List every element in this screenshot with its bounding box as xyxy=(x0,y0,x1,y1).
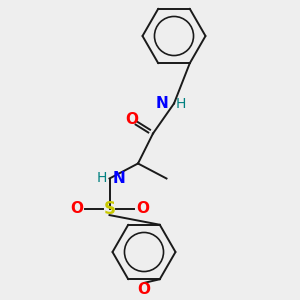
Text: O: O xyxy=(125,112,138,128)
Text: N: N xyxy=(156,96,169,111)
Text: H: H xyxy=(97,172,107,185)
Text: H: H xyxy=(176,97,186,110)
Text: N: N xyxy=(113,171,126,186)
Text: O: O xyxy=(136,201,149,216)
Text: O: O xyxy=(70,201,83,216)
Text: S: S xyxy=(103,200,116,217)
Text: O: O xyxy=(137,282,151,297)
